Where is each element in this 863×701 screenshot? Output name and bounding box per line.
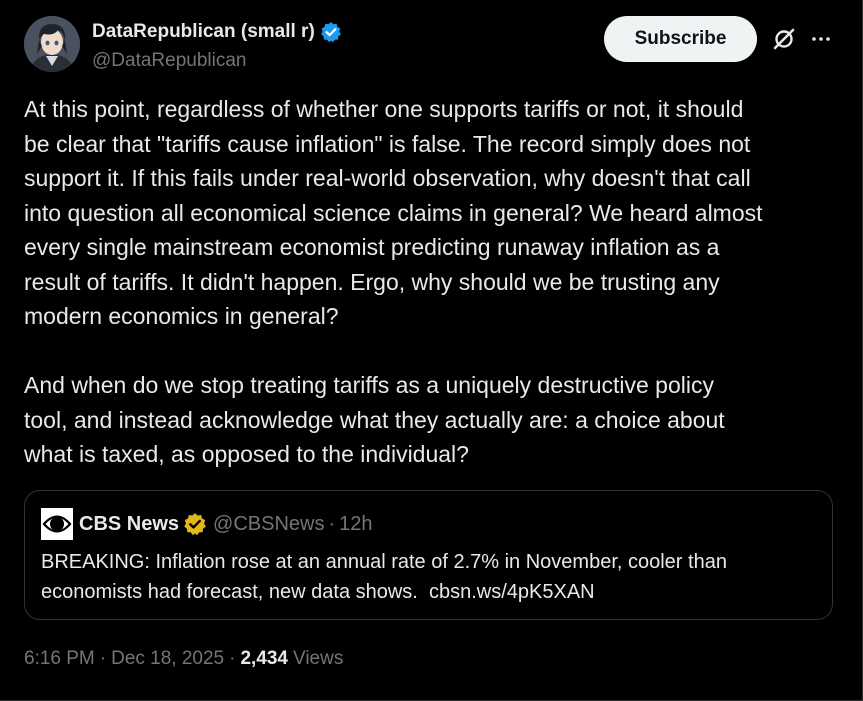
quoted-tweet-card[interactable]: CBS News @CBSNews · 12h BREAKING: Inflat…: [24, 490, 833, 620]
separator-dot: ·: [328, 512, 336, 535]
subscribe-button[interactable]: Subscribe: [604, 16, 757, 62]
quoted-author-name[interactable]: CBS News: [79, 512, 180, 535]
views-label: Views: [293, 648, 344, 669]
separator-dot: ·: [99, 648, 107, 669]
tweet-date[interactable]: Dec 18, 2025: [111, 648, 225, 669]
tweet-meta: 6:16 PM · Dec 18, 2025 · 2,434 Views: [24, 648, 343, 670]
gold-verified-badge-icon[interactable]: [183, 512, 207, 536]
cbs-eye-logo-icon[interactable]: [41, 508, 73, 540]
tweet-time[interactable]: 6:16 PM: [24, 648, 95, 669]
quoted-tweet-text: BREAKING: Inflation rose at an annual ra…: [41, 551, 727, 603]
author-block: DataRepublican (small r) @DataRepublican: [92, 20, 342, 72]
more-dots-icon[interactable]: [810, 28, 832, 50]
tweet-text: At this point, regardless of whether one…: [24, 96, 763, 467]
author-display-name[interactable]: DataRepublican (small r): [92, 21, 315, 42]
quoted-author-handle[interactable]: @CBSNews: [213, 512, 325, 535]
tweet-header: DataRepublican (small r) @DataRepublican…: [24, 16, 844, 76]
verified-badge-icon[interactable]: [320, 21, 342, 43]
views-count: 2,434: [240, 648, 288, 669]
author-handle[interactable]: @DataRepublican: [92, 50, 247, 71]
avatar[interactable]: [24, 16, 80, 72]
separator-dot: ·: [229, 648, 236, 669]
anime-avatar-icon: [24, 16, 80, 72]
display-name-row: DataRepublican (small r): [92, 20, 342, 44]
quoted-tweet-time[interactable]: 12h: [339, 512, 373, 535]
quoted-tweet-header: CBS News @CBSNews · 12h: [41, 508, 373, 540]
grok-slash-icon[interactable]: [771, 26, 797, 52]
